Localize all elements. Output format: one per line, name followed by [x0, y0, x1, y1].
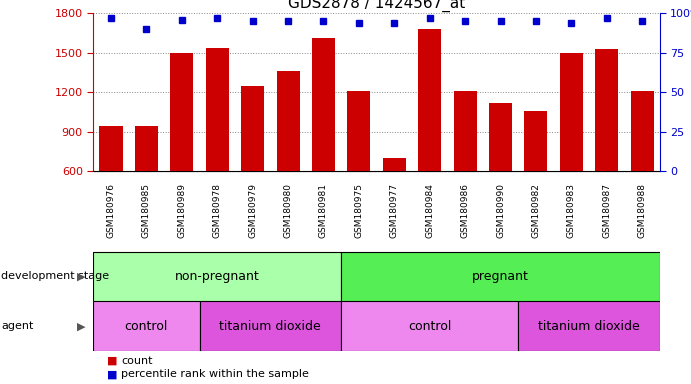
Text: percentile rank within the sample: percentile rank within the sample — [121, 369, 309, 379]
Text: GSM180989: GSM180989 — [178, 183, 187, 238]
Bar — [631, 91, 654, 250]
Text: titanium dioxide: titanium dioxide — [220, 320, 321, 333]
Text: pregnant: pregnant — [472, 270, 529, 283]
Text: GSM180982: GSM180982 — [531, 183, 540, 238]
Bar — [341, 252, 660, 301]
Text: GSM180983: GSM180983 — [567, 183, 576, 238]
Text: GSM180979: GSM180979 — [248, 183, 257, 238]
Text: GSM180977: GSM180977 — [390, 183, 399, 238]
Text: control: control — [408, 320, 451, 333]
Bar — [100, 126, 122, 250]
Bar — [135, 126, 158, 250]
Text: titanium dioxide: titanium dioxide — [538, 320, 640, 333]
Bar — [93, 252, 341, 301]
Text: ▶: ▶ — [77, 271, 85, 281]
Text: non-pregnant: non-pregnant — [175, 270, 260, 283]
Bar — [93, 301, 200, 351]
Text: count: count — [121, 356, 153, 366]
Bar — [489, 103, 512, 250]
Text: GSM180980: GSM180980 — [283, 183, 292, 238]
Text: GSM180976: GSM180976 — [106, 183, 115, 238]
Text: GSM180986: GSM180986 — [461, 183, 470, 238]
Text: GSM180988: GSM180988 — [638, 183, 647, 238]
Bar — [276, 71, 300, 250]
Text: agent: agent — [1, 321, 34, 331]
Bar — [348, 91, 370, 250]
Text: GSM180990: GSM180990 — [496, 183, 505, 238]
Text: GSM180987: GSM180987 — [603, 183, 612, 238]
Bar — [312, 38, 335, 250]
Text: ■: ■ — [107, 356, 117, 366]
Bar — [200, 301, 341, 351]
Bar — [524, 111, 547, 250]
Bar — [518, 301, 660, 351]
Bar — [418, 29, 442, 250]
Bar — [206, 48, 229, 250]
Text: GSM180985: GSM180985 — [142, 183, 151, 238]
Text: GSM180984: GSM180984 — [425, 183, 434, 238]
Text: GSM180981: GSM180981 — [319, 183, 328, 238]
Title: GDS2878 / 1424567_at: GDS2878 / 1424567_at — [288, 0, 465, 12]
Bar — [170, 53, 193, 250]
Text: GSM180975: GSM180975 — [354, 183, 363, 238]
Bar — [341, 301, 518, 351]
Bar — [595, 49, 618, 250]
Bar — [560, 53, 583, 250]
Text: control: control — [124, 320, 168, 333]
Bar — [453, 91, 477, 250]
Text: development stage: development stage — [1, 271, 109, 281]
Text: GSM180978: GSM180978 — [213, 183, 222, 238]
Text: ■: ■ — [107, 369, 117, 379]
Bar — [383, 158, 406, 250]
Bar — [241, 86, 264, 250]
Text: ▶: ▶ — [77, 321, 85, 331]
